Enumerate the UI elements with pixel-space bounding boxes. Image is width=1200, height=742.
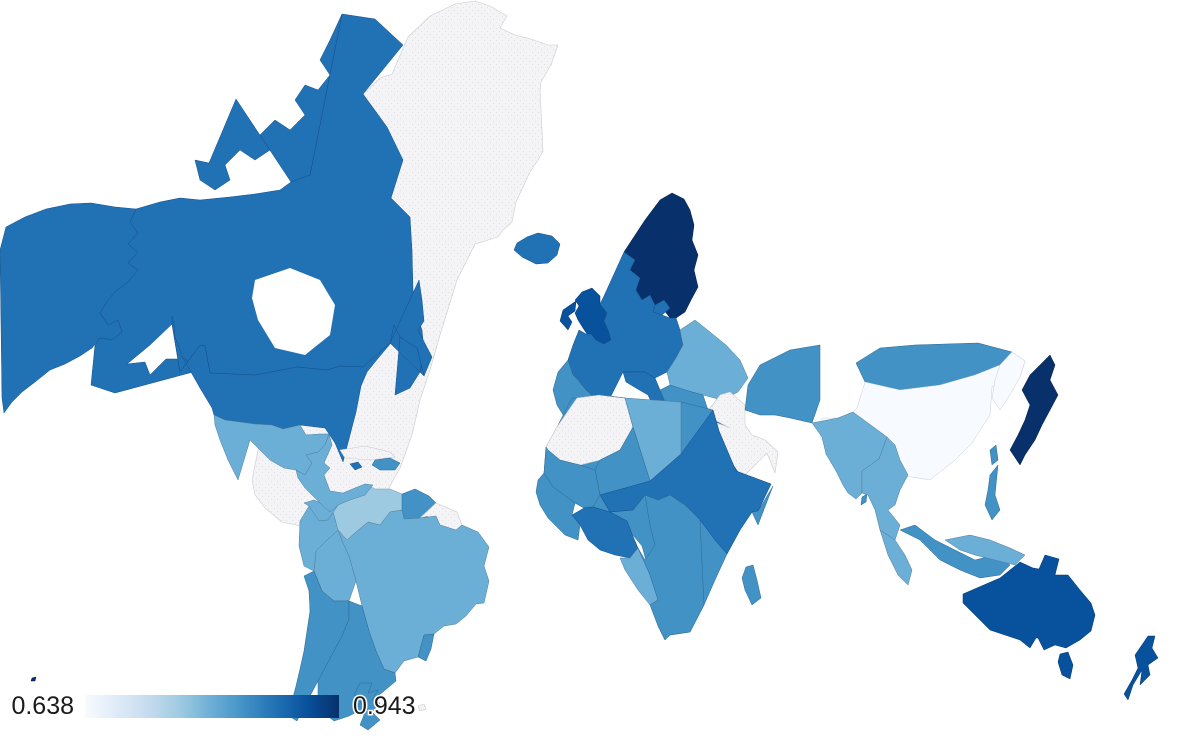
svg-text:0.638: 0.638 [11, 692, 74, 720]
svg-text:0.943: 0.943 [353, 692, 416, 720]
